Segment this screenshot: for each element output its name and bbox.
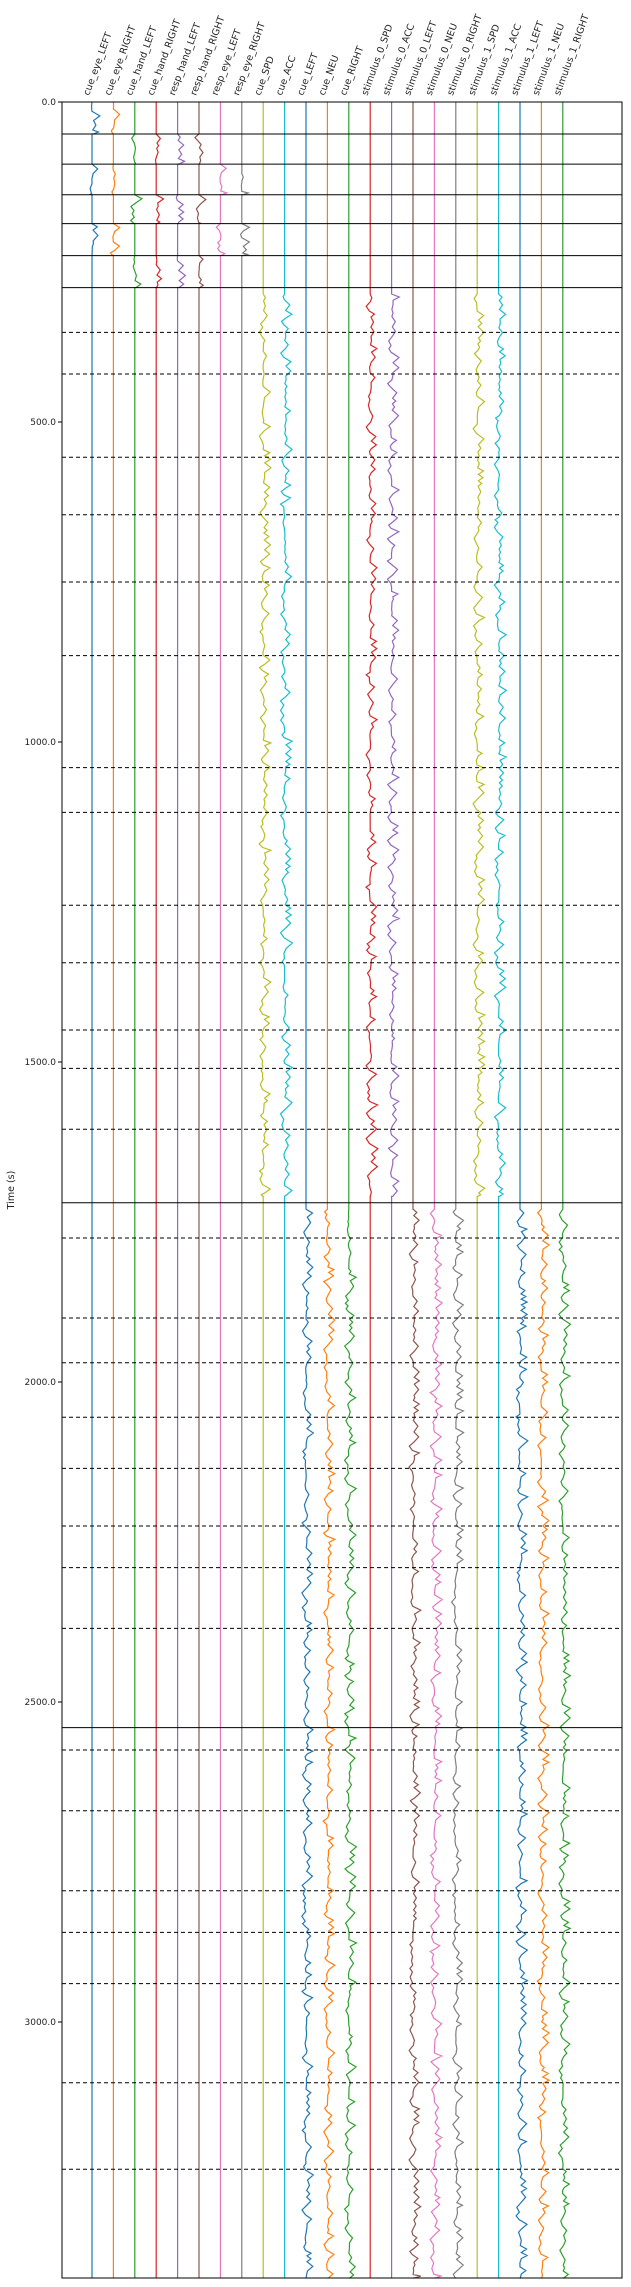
series-line	[109, 101, 121, 2278]
series-line	[301, 102, 315, 2279]
series-line	[258, 102, 273, 2278]
column-label: cue_ACC	[274, 54, 299, 97]
series-lines	[89, 101, 572, 2279]
series-line	[279, 102, 294, 2278]
y-tick-label: 1500.0	[25, 1058, 57, 1068]
series-line	[215, 102, 229, 2278]
column-label: cue_SPD	[253, 55, 277, 97]
series-line	[408, 102, 423, 2279]
series-line	[175, 102, 187, 2278]
series-line	[239, 102, 251, 2278]
series-line	[472, 102, 487, 2278]
series-line	[536, 102, 551, 2279]
series-line	[493, 102, 508, 2278]
y-axis: 0.0 500.0 1000.0 1500.0 2000.0 2500.0 3000.0	[25, 98, 62, 2028]
column-labels: cue_eye_LEFTcue_eye_RIGHTcue_hand_LEFTcu…	[81, 13, 591, 97]
series-line	[194, 102, 207, 2278]
y-tick-label: 500.0	[30, 418, 56, 428]
series-line	[322, 102, 337, 2279]
series-line	[89, 101, 101, 2278]
y-tick-label: 0.0	[42, 98, 57, 108]
column-label: cue_NEU	[317, 54, 342, 97]
series-line	[515, 102, 530, 2279]
y-axis-label: Time (s)	[6, 1171, 17, 1211]
series-line	[386, 102, 401, 2278]
series-line	[129, 102, 144, 2278]
series-line	[365, 102, 379, 2278]
y-tick-label: 1000.0	[25, 738, 57, 748]
plot-frame	[61, 101, 623, 2279]
boundary-lines	[62, 101, 622, 2170]
series-line	[154, 102, 165, 2278]
series-line	[450, 102, 465, 2279]
series-line	[429, 102, 444, 2279]
series-line	[557, 102, 572, 2279]
series-line	[343, 102, 358, 2279]
y-tick-label: 2500.0	[25, 1698, 57, 1708]
y-tick-label: 3000.0	[25, 2018, 57, 2028]
y-tick-label: 2000.0	[25, 1378, 57, 1388]
